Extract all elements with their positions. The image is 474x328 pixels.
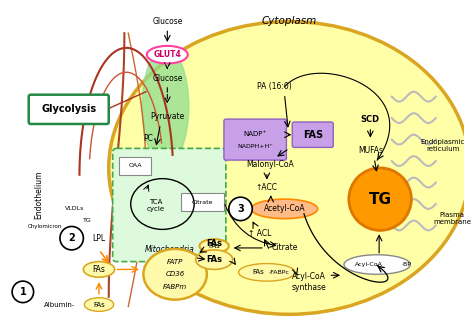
Text: TCA
cycle: TCA cycle [146,199,164,213]
Text: Citrate: Citrate [191,199,213,205]
Ellipse shape [238,264,295,281]
FancyBboxPatch shape [181,193,224,211]
Text: VLDLs: VLDLs [65,206,84,212]
Text: Albumin-: Albumin- [44,301,76,308]
Text: NADPH+H⁺: NADPH+H⁺ [237,144,273,149]
Ellipse shape [196,250,233,269]
Text: Acetyl-CoA: Acetyl-CoA [264,204,305,214]
FancyBboxPatch shape [113,148,226,262]
Text: CD36: CD36 [165,271,185,277]
Text: FAs: FAs [206,238,222,248]
Text: TG: TG [83,218,91,223]
Circle shape [12,281,34,303]
Text: -FABPc: -FABPc [269,270,290,275]
Text: FAS: FAS [303,130,323,140]
Ellipse shape [200,239,229,253]
Text: 3: 3 [237,204,244,214]
Text: Endoplasmic
reticulum: Endoplasmic reticulum [420,139,465,152]
Text: PC: PC [143,134,153,143]
Circle shape [349,168,411,230]
Text: FAs: FAs [208,243,220,249]
Ellipse shape [109,22,470,314]
Text: ↑ ACL: ↑ ACL [248,229,272,238]
FancyBboxPatch shape [29,95,109,124]
Text: NADP⁺: NADP⁺ [244,131,267,137]
Text: 2: 2 [68,233,75,243]
Text: Acyl-CoA: Acyl-CoA [356,262,383,267]
FancyBboxPatch shape [119,157,151,175]
Text: SCD: SCD [361,114,380,124]
Text: 1: 1 [19,287,26,297]
Text: Plasma
membrane: Plasma membrane [433,212,471,225]
Text: Acyl-CoA
synthase: Acyl-CoA synthase [292,272,326,292]
Ellipse shape [142,48,189,165]
Text: Endothelium: Endothelium [34,170,43,218]
Text: GLUT4: GLUT4 [154,50,181,59]
Text: Mitochondria: Mitochondria [145,245,194,255]
Text: -BP: -BP [401,262,411,267]
Text: FAs: FAs [93,301,105,308]
Text: ↑ACC: ↑ACC [256,183,278,192]
Ellipse shape [251,199,318,219]
Text: FAs: FAs [92,265,105,274]
Text: Pyruvate: Pyruvate [150,112,184,121]
Text: Cytoplasm: Cytoplasm [262,16,317,27]
Text: Malonyl-CoA: Malonyl-CoA [246,160,294,170]
Ellipse shape [144,249,207,300]
Circle shape [60,226,83,250]
Ellipse shape [344,255,410,274]
FancyBboxPatch shape [292,122,333,147]
Text: FABPm: FABPm [163,284,187,290]
Text: Glycolysis: Glycolysis [41,104,96,114]
Text: Glucose: Glucose [152,17,182,26]
Text: FAs: FAs [252,269,264,275]
Text: FATP: FATP [167,258,183,265]
Text: MUFAs: MUFAs [358,146,383,155]
Text: OAA: OAA [128,163,142,169]
Text: Glucose: Glucose [152,73,182,83]
FancyBboxPatch shape [224,119,286,160]
Text: FAs: FAs [206,255,222,264]
Text: TG: TG [369,192,392,207]
Text: Citrate: Citrate [271,243,298,253]
Ellipse shape [84,298,114,311]
Circle shape [229,197,252,221]
Text: Chylomicron: Chylomicron [28,224,63,229]
Ellipse shape [83,262,115,277]
Text: PA (16:0): PA (16:0) [257,82,292,92]
Text: LPL: LPL [92,234,106,243]
Ellipse shape [147,46,188,63]
